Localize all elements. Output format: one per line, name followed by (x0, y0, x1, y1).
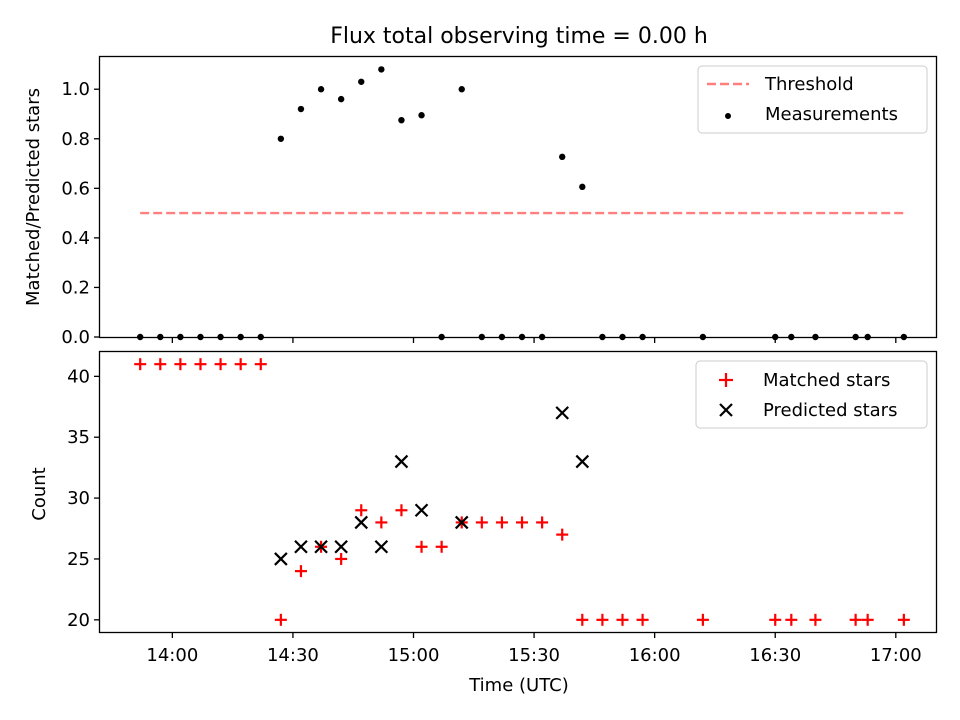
matched-point-21 (556, 528, 569, 541)
legend-matched-swatch (719, 373, 733, 387)
matched-point-6 (254, 358, 267, 371)
chart-title: Flux total observing time = 0.00 h (330, 24, 708, 49)
y-axis-label-ratio: Matched/Predicted stars (23, 88, 44, 306)
matched-point-3 (194, 358, 207, 371)
matched-point-1 (154, 358, 167, 371)
ratio-legend-box (697, 65, 928, 134)
legend-predicted-swatch (719, 403, 733, 417)
y-tick-label-1-4: 40 (67, 366, 90, 387)
matched-point-14 (415, 540, 428, 553)
matched-point-27 (769, 613, 782, 626)
measurement-point-12 (378, 66, 385, 73)
matched-point-7 (274, 613, 287, 626)
matched-point-11 (355, 504, 368, 517)
measurement-point-14 (418, 112, 425, 119)
predicted-point-4 (354, 515, 369, 530)
ratio-marks (136, 66, 908, 341)
y-tick-label-0-3: 0.6 (61, 178, 90, 199)
predicted-point-0 (274, 552, 288, 566)
y-tick-label-1-2: 30 (67, 488, 90, 509)
predicted-point-8 (454, 515, 469, 530)
matched-point-32 (897, 613, 910, 626)
measurement-point-9 (317, 86, 325, 93)
matched-point-10 (335, 552, 348, 565)
x-axis-label: Time (UTC) (468, 675, 569, 696)
count-legend: Matched stars Predicted stars (695, 360, 928, 429)
ratio-plot-area: 0.0 0.2 0.4 0.6 0.8 1.0 (61, 79, 897, 348)
x-tick-label-2: 15:00 (388, 645, 440, 666)
x-tick-label-5: 16:30 (749, 645, 801, 666)
ratio-legend: Threshold Measurements (697, 65, 928, 134)
matched-point-30 (849, 613, 862, 626)
count-plot-area: 20 25 30 35 40 14:00 14:30 15:00 15:30 16:00 16:30… (67, 366, 922, 666)
legend-predicted-label: Predicted stars (763, 400, 897, 421)
matched-point-31 (861, 613, 874, 626)
measurement-point-13 (398, 116, 405, 124)
matched-point-18 (495, 516, 508, 529)
matched-point-25 (636, 613, 649, 626)
y-tick-label-0-1: 0.2 (61, 277, 90, 298)
matched-point-23 (596, 613, 609, 626)
legend-threshold-label: Threshold (764, 74, 854, 95)
predicted-point-2 (314, 540, 328, 554)
ratio-axes-frame (98, 55, 938, 339)
measurement-point-7 (277, 135, 285, 142)
measurement-point-21 (559, 153, 566, 161)
measurement-point-10 (337, 95, 345, 103)
x-tick-label-6: 17:00 (870, 645, 922, 666)
x-tick-label-4: 16:00 (629, 645, 681, 666)
count-marks (134, 358, 910, 626)
matched-point-2 (174, 358, 187, 371)
matched-point-13 (395, 504, 408, 517)
predicted-point-1 (294, 540, 308, 554)
predicted-point-10 (575, 454, 590, 469)
matched-point-19 (516, 516, 529, 529)
measurement-point-22 (579, 183, 586, 191)
predicted-point-5 (374, 540, 389, 554)
y-tick-label-0-5: 1.0 (61, 79, 90, 100)
y-tick-label-1-1: 25 (67, 549, 90, 570)
matched-point-5 (234, 358, 247, 371)
matched-point-29 (809, 613, 822, 626)
y-tick-label-0-4: 0.8 (61, 129, 90, 150)
legend-measurements-swatch (725, 113, 731, 119)
measurement-point-16 (458, 86, 465, 93)
matched-point-24 (616, 613, 629, 626)
ratio-panel: Flux total observing time = 0.00 h Match… (23, 24, 938, 348)
matched-point-20 (536, 516, 549, 529)
legend-matched-label: Matched stars (763, 370, 890, 391)
count-legend-box (695, 360, 928, 429)
legend-measurements-label: Measurements (765, 104, 898, 125)
x-tick-label-0: 14:00 (146, 645, 198, 666)
y-tick-label-0-0: 0.0 (61, 327, 90, 348)
matched-point-26 (696, 613, 709, 626)
matched-point-22 (576, 613, 589, 626)
measurement-point-11 (358, 78, 365, 85)
x-tick-label-1: 14:30 (267, 645, 319, 666)
matched-point-15 (435, 540, 448, 553)
y-tick-label-1-0: 20 (67, 610, 90, 631)
count-axes-frame (98, 350, 938, 634)
matched-point-12 (375, 516, 388, 529)
y-axis-label-count: Count (29, 467, 50, 520)
matched-point-8 (294, 565, 307, 578)
y-tick-label-0-2: 0.4 (61, 228, 90, 249)
x-tick-label-3: 15:30 (508, 645, 560, 666)
count-panel: Count Time (UTC) 20 25 30 35 40 14:00 14:30 15:… (29, 350, 938, 696)
matched-point-4 (214, 358, 227, 371)
y-tick-label-1-3: 35 (67, 427, 90, 448)
predicted-point-7 (414, 503, 429, 518)
matched-point-17 (475, 516, 488, 529)
predicted-point-3 (334, 540, 348, 554)
predicted-point-6 (394, 454, 409, 469)
predicted-point-9 (555, 406, 569, 420)
matched-point-28 (785, 613, 798, 626)
matched-point-0 (134, 358, 147, 371)
measurement-point-8 (297, 105, 305, 113)
